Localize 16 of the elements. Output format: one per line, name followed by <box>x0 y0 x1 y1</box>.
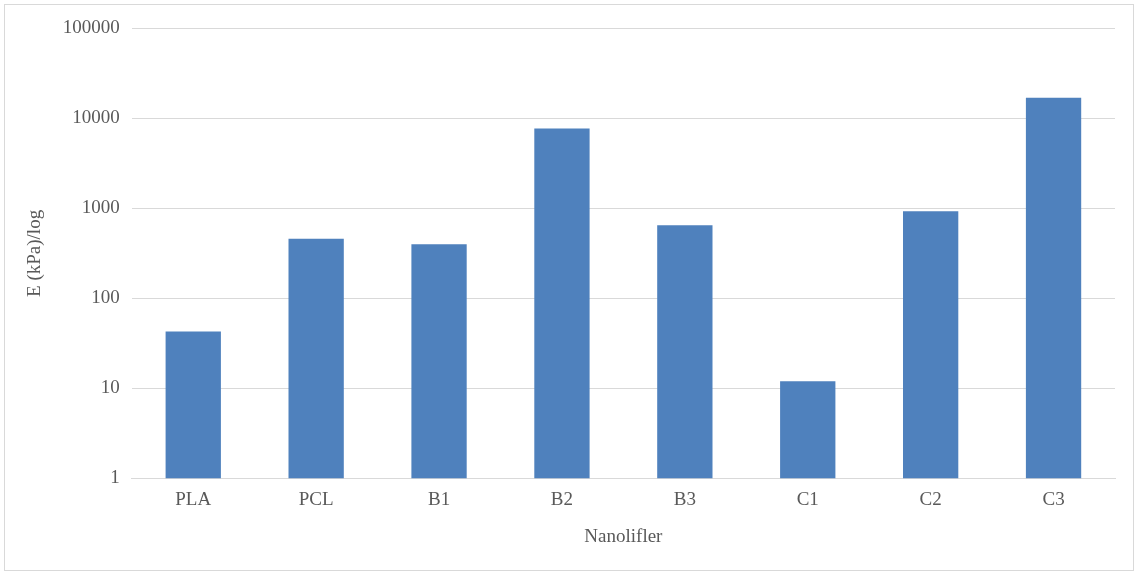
y-tick-label: 100000 <box>62 16 120 38</box>
y-tick-label: 1000 <box>81 196 120 218</box>
x-tick-label: B2 <box>550 487 574 509</box>
x-tick-label: C3 <box>1042 487 1065 509</box>
y-tick-label: 1 <box>110 466 120 488</box>
y-axis-title: E (kPa)/log <box>23 209 46 297</box>
x-tick-label: PCL <box>298 487 334 509</box>
y-tick-label: 100 <box>91 286 120 308</box>
x-tick-label: C2 <box>919 487 942 509</box>
x-tick-label: PLA <box>175 487 212 509</box>
x-axis-title: Nanolifler <box>584 524 664 546</box>
x-tick-label: B1 <box>427 487 451 509</box>
y-tick-label: 10000 <box>72 106 120 128</box>
x-tick-label: B3 <box>673 487 696 509</box>
y-tick-label: 10 <box>100 376 120 398</box>
x-tick-label: C1 <box>796 487 819 509</box>
